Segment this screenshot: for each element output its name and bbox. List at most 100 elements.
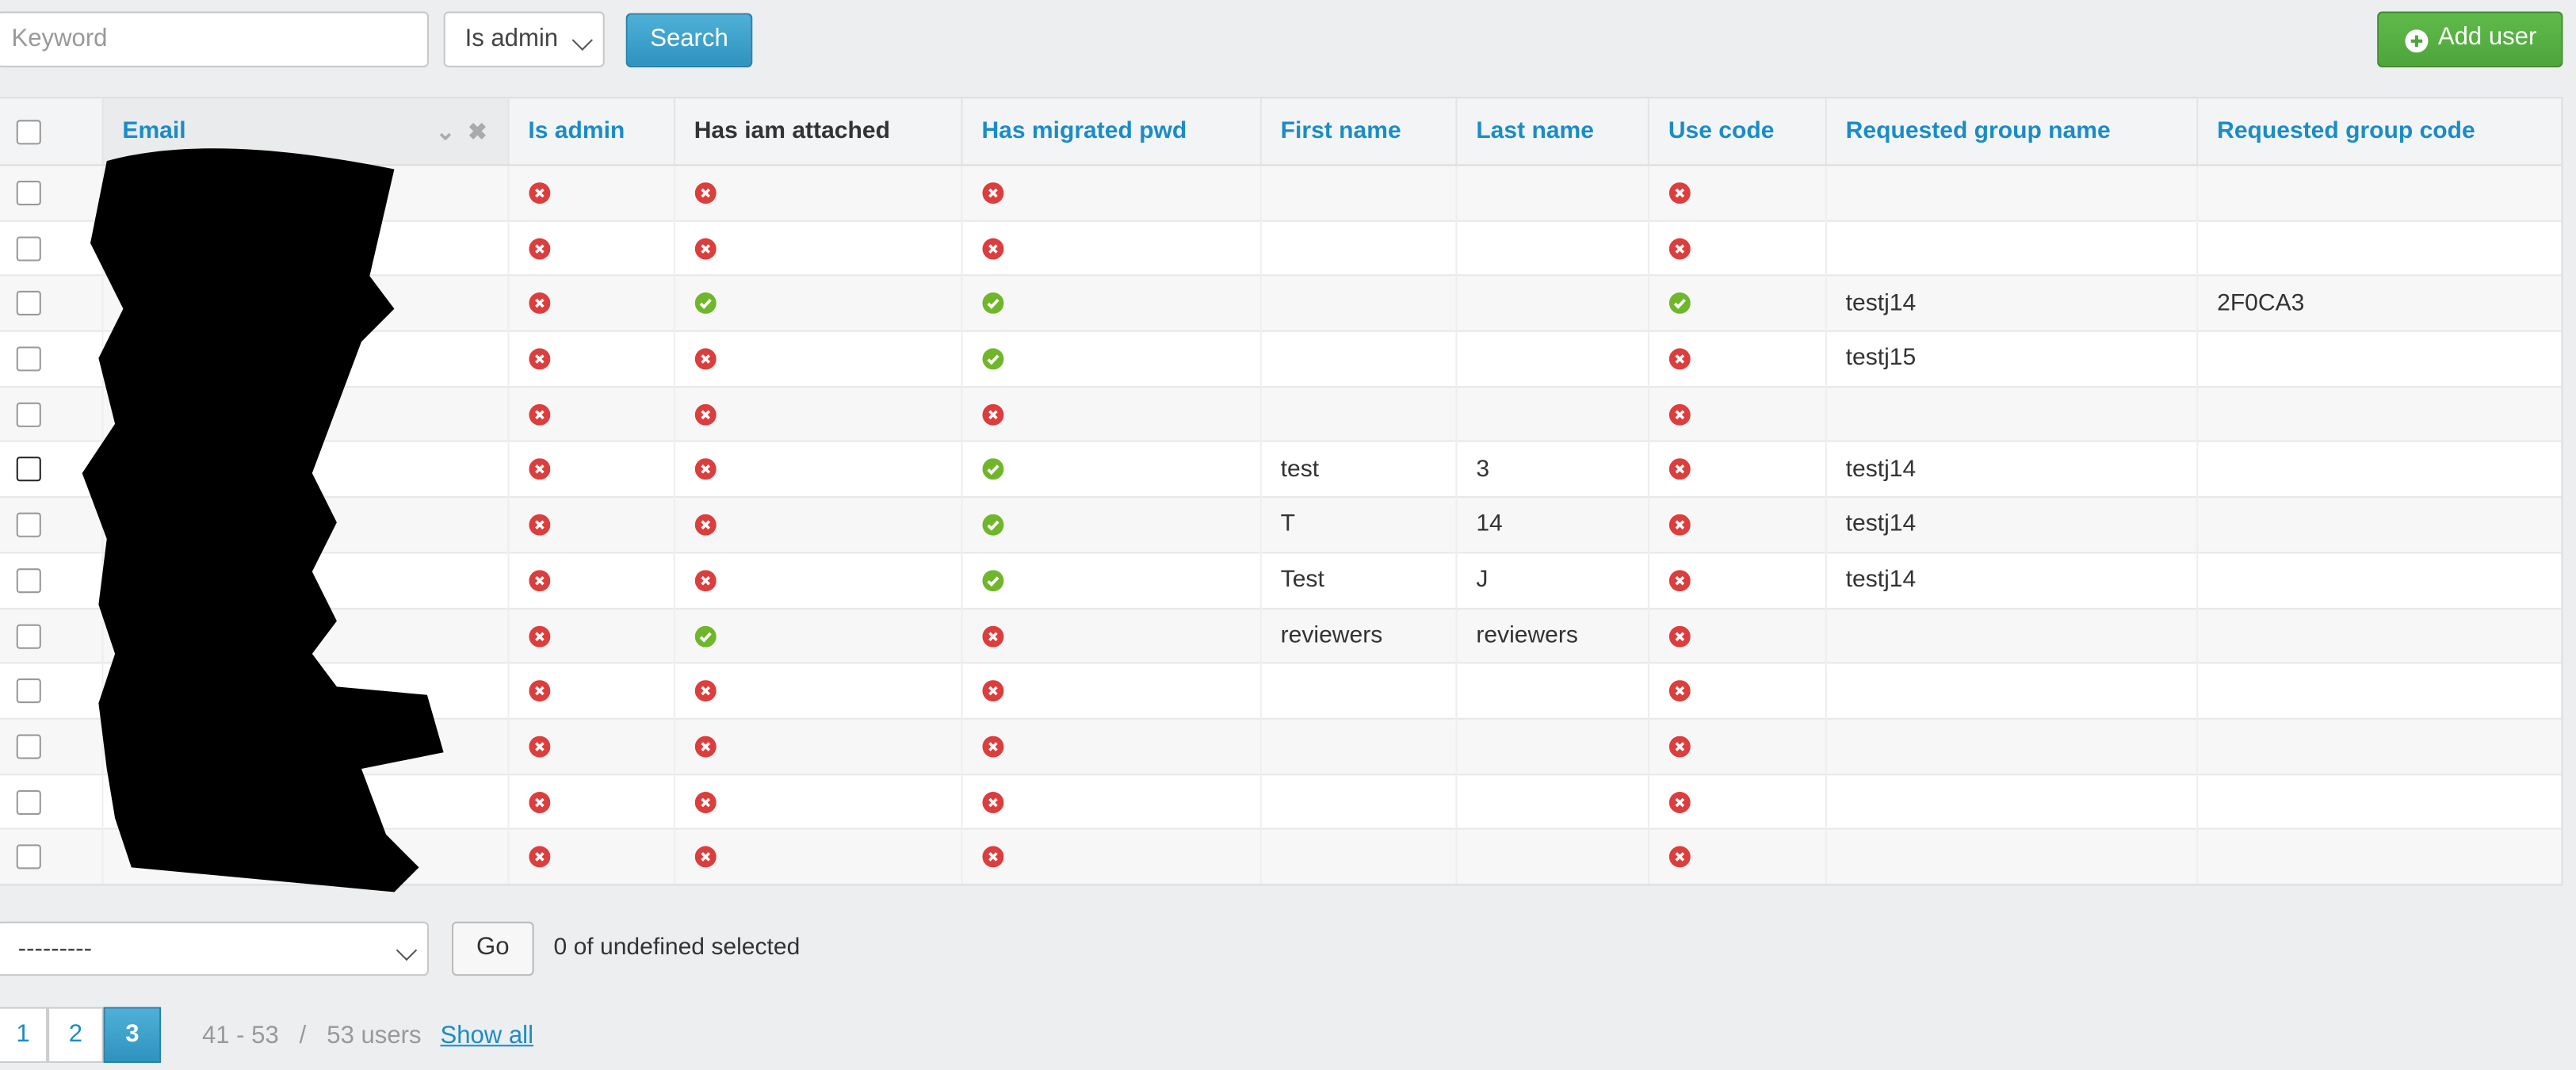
select-all-checkbox[interactable] <box>16 119 41 144</box>
select-cell <box>0 164 102 221</box>
row-checkbox[interactable] <box>16 291 41 316</box>
row-checkbox[interactable] <box>16 844 41 870</box>
column-header[interactable]: Requested group name <box>1824 98 2197 166</box>
search-button[interactable]: Search <box>625 13 753 67</box>
use-code-cell <box>1646 441 1825 498</box>
row-checkbox[interactable] <box>16 623 41 648</box>
column-header[interactable]: Is admin <box>506 98 674 166</box>
page-link[interactable]: 3 <box>103 1007 162 1064</box>
first-name-cell <box>1259 220 1456 276</box>
first-name-cell: Test <box>1259 552 1456 608</box>
migrated-pwd-cell <box>960 220 1260 276</box>
has-iam-cell <box>672 164 961 221</box>
row-checkbox[interactable] <box>16 402 41 427</box>
no-icon <box>1668 791 1690 813</box>
no-icon <box>1668 736 1690 758</box>
select-cell <box>0 441 102 498</box>
no-icon <box>528 846 550 868</box>
group-code-cell <box>2196 220 2562 276</box>
no-icon <box>1668 459 1690 481</box>
group-name-cell: testj14 <box>1824 496 2197 553</box>
use-code-cell <box>1646 164 1825 221</box>
has-iam-cell <box>672 662 961 719</box>
select-cell <box>0 274 102 331</box>
yes-icon <box>981 292 1003 315</box>
group-name-cell <box>1824 717 2197 774</box>
last-name-cell <box>1454 220 1648 276</box>
no-icon <box>528 182 550 204</box>
no-icon <box>981 791 1003 813</box>
yes-icon <box>694 625 716 647</box>
migrated-pwd-cell <box>960 385 1260 442</box>
last-name-cell: J <box>1454 552 1648 608</box>
column-header[interactable]: Use code <box>1646 98 1825 166</box>
column-tools[interactable]: ⌄ ✖ <box>435 117 487 144</box>
column-header[interactable]: First name <box>1259 98 1456 166</box>
row-checkbox[interactable] <box>16 678 41 704</box>
has-iam-cell <box>672 552 961 608</box>
group-code-cell <box>2196 828 2562 884</box>
row-checkbox[interactable] <box>16 181 41 206</box>
migrated-pwd-cell <box>960 164 1260 221</box>
group-code-cell <box>2196 496 2562 553</box>
first-name-cell: reviewers <box>1259 606 1456 663</box>
first-name-cell: test <box>1259 441 1456 498</box>
row-checkbox[interactable] <box>16 567 41 593</box>
migrated-pwd-cell <box>960 274 1260 331</box>
no-icon <box>694 348 716 370</box>
first-name-cell <box>1259 662 1456 719</box>
migrated-pwd-cell <box>960 552 1260 608</box>
use-code-cell <box>1646 220 1825 276</box>
add-user-label: Add user <box>2437 23 2537 52</box>
no-icon <box>1668 348 1690 370</box>
no-icon <box>528 237 550 259</box>
last-name-cell <box>1454 274 1648 331</box>
use-code-cell <box>1646 662 1825 719</box>
has-iam-cell <box>672 828 961 884</box>
column-header[interactable]: Has migrated pwd <box>960 98 1260 166</box>
row-checkbox[interactable] <box>16 346 41 372</box>
row-checkbox[interactable] <box>16 235 41 261</box>
last-name-cell <box>1454 385 1648 442</box>
is-admin-cell <box>506 662 674 719</box>
group-name-cell: testj14 <box>1824 274 2197 331</box>
has-iam-cell <box>672 773 961 830</box>
column-header[interactable]: Requested group code <box>2196 98 2562 166</box>
row-checkbox[interactable] <box>16 457 41 483</box>
is-admin-cell <box>506 606 674 663</box>
no-icon <box>694 237 716 259</box>
is-admin-cell <box>506 441 674 498</box>
first-name-cell <box>1259 385 1456 442</box>
no-icon <box>981 237 1003 259</box>
page-link[interactable]: 1 <box>0 1007 48 1064</box>
column-header[interactable]: Last name <box>1454 98 1648 166</box>
no-icon <box>1668 237 1690 259</box>
go-button[interactable]: Go <box>451 921 534 976</box>
row-checkbox[interactable] <box>16 789 41 815</box>
add-user-button[interactable]: Add user <box>2377 11 2563 67</box>
user-row <box>0 773 2562 830</box>
yes-icon <box>694 292 716 315</box>
admin-filter[interactable]: Is admin <box>443 11 605 67</box>
migrated-pwd-cell <box>960 441 1260 498</box>
no-icon <box>528 348 550 370</box>
user-row: testj14 2F0CA3 <box>0 274 2562 331</box>
no-icon <box>528 403 550 426</box>
show-all-link[interactable]: Show all <box>440 1022 534 1050</box>
range: 41 - 53 <box>201 1022 279 1050</box>
is-admin-cell <box>506 330 674 387</box>
select-cell <box>0 552 102 608</box>
has-iam-cell <box>672 441 961 498</box>
page-link[interactable]: 2 <box>48 1007 104 1064</box>
keyword-input[interactable]: Keyword <box>0 11 429 67</box>
group-name-cell <box>1824 773 2197 830</box>
is-admin-cell <box>506 164 674 221</box>
row-checkbox[interactable] <box>16 734 41 759</box>
group-code-cell <box>2196 662 2562 719</box>
users-table: Email ⌄ ✖ Is admin Has iam attached Has migr… <box>0 98 2562 884</box>
action-select[interactable]: --------- <box>0 921 429 976</box>
is-admin-cell <box>506 717 674 774</box>
row-checkbox[interactable] <box>16 512 41 538</box>
